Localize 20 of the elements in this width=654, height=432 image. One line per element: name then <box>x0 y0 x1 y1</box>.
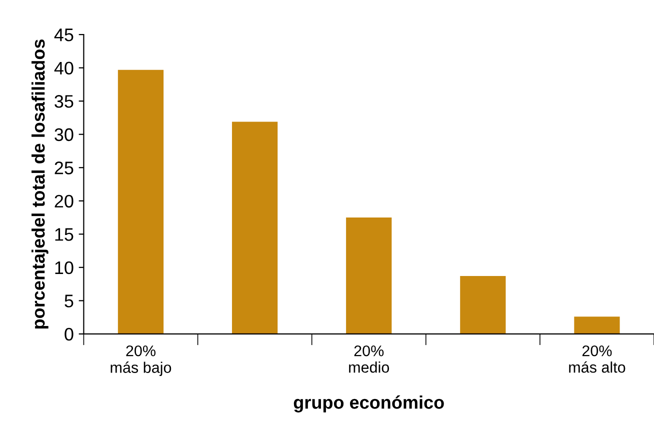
y-tick-label: 15 <box>55 228 74 241</box>
bar <box>118 70 164 334</box>
y-axis-title: porcentajedel total de losafiliados <box>32 39 48 329</box>
x-tick-label: 20% más alto <box>569 345 626 373</box>
x-axis-title: grupo económico <box>294 395 444 412</box>
y-tick-label: 35 <box>54 95 74 108</box>
y-tick-label: 25 <box>54 162 74 174</box>
x-tick-label: 20% medio <box>349 345 390 373</box>
bar <box>346 218 392 334</box>
y-tick-label: 5 <box>64 294 74 308</box>
x-tick-label: 20% más bajo <box>110 345 172 376</box>
y-tick-label: 20 <box>54 194 74 208</box>
y-tick-label: 40 <box>54 62 74 75</box>
y-tick-label: 30 <box>54 128 74 142</box>
y-tick-label: 45 <box>54 28 74 42</box>
y-tick-label: 0 <box>64 328 74 341</box>
y-tick-label: 10 <box>55 261 74 274</box>
bar <box>232 122 278 334</box>
bar <box>574 316 620 334</box>
bar <box>460 276 506 334</box>
